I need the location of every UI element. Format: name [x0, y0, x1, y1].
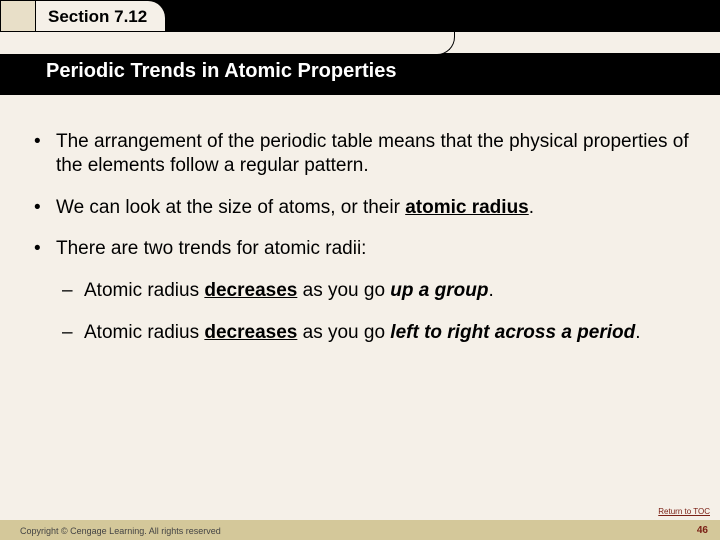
return-to-toc-link[interactable]: Return to TOC [658, 507, 710, 516]
s2-dir: left to right across a period [390, 322, 635, 343]
s1-mid: as you go [297, 280, 390, 301]
section-tab: Section 7.12 [36, 0, 166, 32]
s1-dir: up a group [390, 280, 488, 301]
bullet-marker: • [34, 237, 56, 261]
page-number: 46 [697, 525, 708, 536]
bullet-2-pre: We can look at the size of atoms, or the… [56, 197, 405, 218]
content-area: • The arrangement of the periodic table … [34, 130, 692, 363]
s2-mid: as you go [297, 322, 390, 343]
slide-subtitle: Periodic Trends in Atomic Properties [46, 60, 396, 83]
header-band: Section 7.12 Periodic Trends in Atomic P… [0, 0, 720, 95]
bullet-3: • There are two trends for atomic radii: [34, 237, 692, 261]
atomic-radius-term: atomic radius [405, 197, 529, 218]
sub-bullet-marker: – [62, 279, 84, 303]
bullet-marker: • [34, 196, 56, 220]
s1-post: . [488, 280, 493, 301]
s1-pre: Atomic radius [84, 280, 204, 301]
s1-dec: decreases [204, 280, 297, 301]
header-tab-box [0, 0, 36, 32]
bullet-2: • We can look at the size of atoms, or t… [34, 196, 692, 220]
s2-dec: decreases [204, 322, 297, 343]
sub-bullet-1-text: Atomic radius decreases as you go up a g… [84, 279, 494, 303]
section-label: Section 7.12 [48, 7, 147, 26]
bullet-3-text: There are two trends for atomic radii: [56, 237, 366, 261]
bullet-1-text: The arrangement of the periodic table me… [56, 130, 692, 178]
sub-bullet-2-text: Atomic radius decreases as you go left t… [84, 321, 641, 345]
sub-bullet-marker: – [62, 321, 84, 345]
s2-post: . [635, 322, 640, 343]
s2-pre: Atomic radius [84, 322, 204, 343]
bullet-2-post: . [529, 197, 534, 218]
sub-bullet-2: – Atomic radius decreases as you go left… [62, 321, 692, 345]
bullet-1: • The arrangement of the periodic table … [34, 130, 692, 178]
sub-bullet-1: – Atomic radius decreases as you go up a… [62, 279, 692, 303]
bullet-marker: • [34, 130, 56, 178]
bullet-2-text: We can look at the size of atoms, or the… [56, 196, 534, 220]
copyright-text: Copyright © Cengage Learning. All rights… [20, 526, 221, 536]
